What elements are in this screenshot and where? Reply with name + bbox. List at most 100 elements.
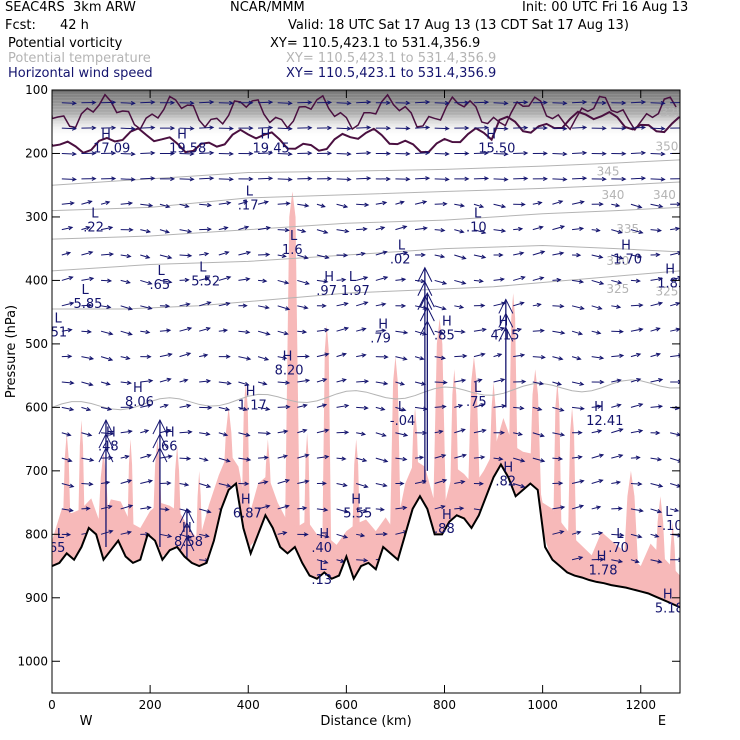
wind-vector-head: [579, 406, 585, 411]
extremum-value: 4.15: [490, 329, 519, 344]
wind-vector-head: [402, 456, 408, 462]
wind-vector-head: [461, 378, 467, 383]
wind-vector: [100, 330, 113, 335]
wind-vector-head: [405, 151, 411, 156]
wind-vector-head: [599, 379, 605, 385]
wind-vector: [257, 356, 269, 361]
wind-vector-head: [321, 303, 327, 309]
wind-vector-head: [245, 329, 251, 335]
extremum-value: .85: [434, 329, 455, 344]
wind-vector: [473, 353, 485, 358]
pv-fill-region: [432, 318, 447, 534]
wind-vector: [552, 252, 564, 256]
wind-vector: [277, 229, 289, 231]
wind-vector: [434, 152, 449, 155]
wind-vector: [415, 126, 430, 129]
wind-vector-head: [637, 534, 643, 539]
wind-vector-head: [341, 352, 347, 357]
wind-vector: [630, 254, 642, 258]
wind-vector-head: [498, 298, 514, 314]
wind-vector-head: [209, 176, 215, 181]
wind-vector-head: [379, 507, 385, 512]
wind-vector: [670, 432, 680, 436]
wind-vector: [61, 202, 74, 205]
wind-vector-head: [346, 177, 352, 182]
wind-vector: [61, 276, 73, 281]
wind-vector-head: [263, 455, 269, 460]
wind-vector: [375, 483, 387, 487]
wind-vector: [277, 356, 287, 359]
wind-vector: [434, 102, 449, 104]
wind-vector: [120, 479, 132, 485]
wind-vector-head: [206, 379, 212, 384]
wind-vector: [356, 101, 371, 104]
wind-vector: [199, 301, 211, 307]
wind-vector: [120, 152, 135, 155]
wind-vector: [572, 126, 587, 129]
wind-vector-head: [287, 151, 293, 157]
wind-vector: [336, 203, 348, 208]
wind-vector-head: [402, 505, 408, 511]
wind-vector: [61, 329, 72, 332]
y-tick-label: 200: [25, 146, 48, 160]
wind-vector: [611, 507, 622, 510]
wind-vector-head: [150, 176, 156, 181]
wind-vector: [238, 457, 251, 461]
wind-vector-head: [245, 277, 251, 282]
wind-vector: [297, 379, 310, 383]
wind-vector: [513, 406, 524, 409]
wind-vector-head: [518, 226, 524, 232]
wind-vector-head: [598, 531, 604, 536]
extremum-value: .17: [238, 198, 259, 213]
wind-vector: [356, 354, 366, 358]
wind-vector-head: [523, 125, 529, 130]
wind-vector-head: [323, 229, 329, 234]
wind-vector-head: [67, 328, 73, 333]
wind-vector-head: [302, 403, 308, 408]
wind-vector-head: [498, 456, 504, 461]
wind-vector-head: [224, 406, 231, 412]
isentrope-line: [52, 245, 680, 272]
wind-vector: [140, 127, 155, 129]
wind-vector: [199, 483, 211, 488]
wind-vector-head: [383, 458, 389, 463]
wind-vector-head: [222, 328, 229, 333]
wind-vector-head: [105, 200, 111, 205]
wind-vector-head: [244, 225, 250, 230]
wind-vector: [179, 279, 189, 281]
wind-vector-head: [538, 381, 545, 386]
wind-vector-head: [381, 432, 387, 437]
wind-vector: [473, 254, 486, 258]
wind-vector: [159, 279, 172, 283]
wind-vector: [513, 276, 525, 281]
wind-vector-head: [363, 558, 369, 563]
wind-vector-head: [341, 378, 347, 383]
wind-vector: [218, 457, 230, 462]
wind-vector-head: [481, 229, 487, 235]
wind-vector-head: [363, 483, 369, 489]
wind-vector: [316, 533, 329, 538]
wind-vector-head: [89, 276, 95, 282]
wind-vector: [493, 353, 502, 358]
wind-vector-head: [67, 354, 73, 359]
wind-vector: [336, 379, 346, 383]
wind-vector: [650, 102, 665, 104]
wind-vector-head: [148, 378, 154, 384]
wind-vector: [336, 327, 349, 332]
wind-vector-head: [616, 304, 622, 309]
wind-vector-head: [152, 418, 168, 435]
terrain-fill: [52, 464, 680, 693]
wind-vector-head: [480, 303, 486, 308]
wind-vector-head: [419, 356, 425, 361]
wind-vector: [199, 126, 214, 129]
wind-vector-head: [674, 507, 680, 513]
wind-vector: [513, 457, 525, 462]
wind-vector: [532, 303, 541, 307]
wind-vector-head: [597, 404, 603, 409]
wind-vector: [611, 203, 620, 207]
wind-vector: [473, 101, 488, 104]
wind-vector: [258, 152, 273, 154]
wind-vector-head: [304, 280, 310, 285]
wind-vector-head: [597, 429, 603, 434]
wind-vector: [336, 559, 345, 563]
